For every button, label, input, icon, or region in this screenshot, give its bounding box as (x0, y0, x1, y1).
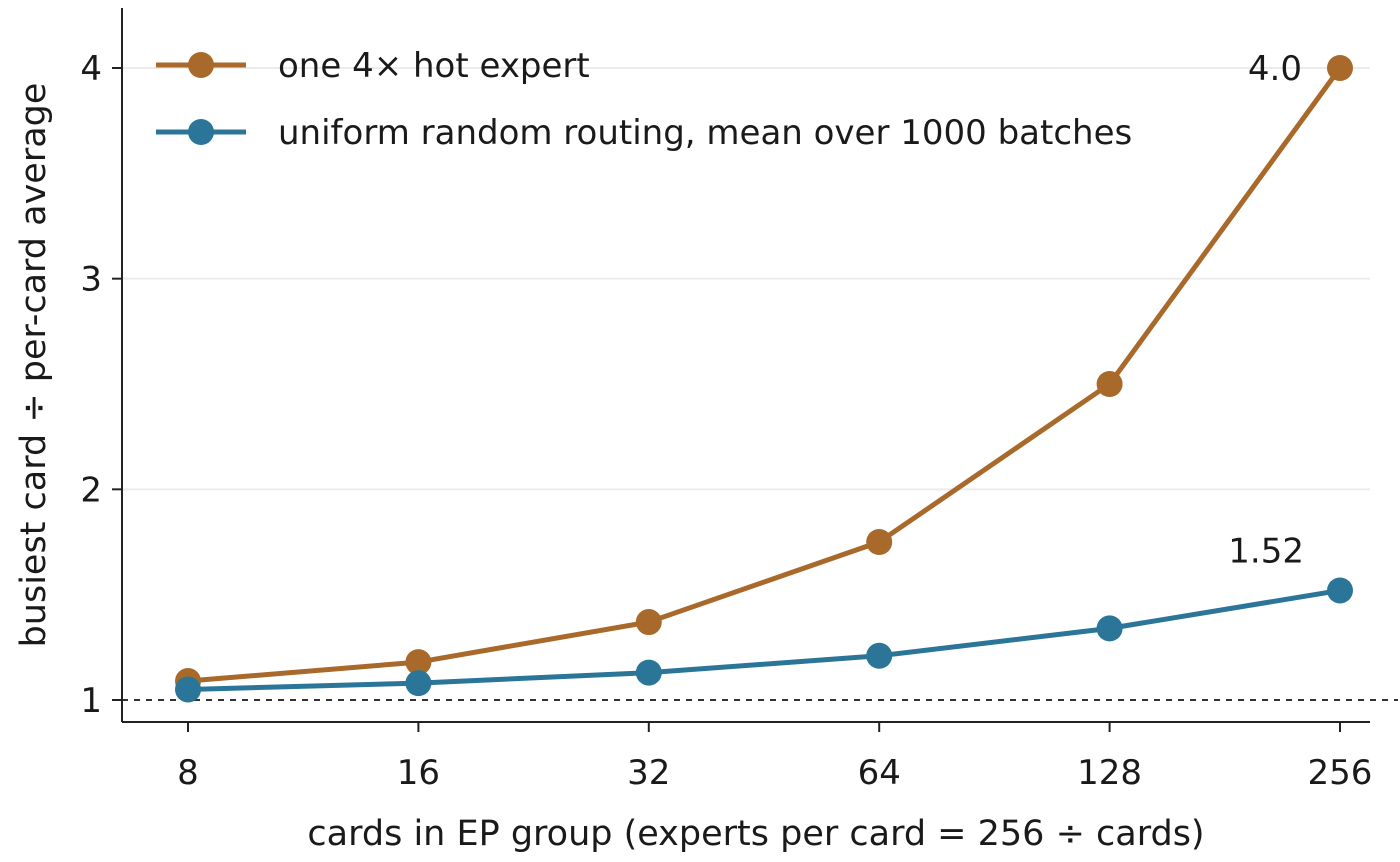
y-axis-ticks: 1 2 3 4 (80, 49, 122, 721)
series-line-hot-expert (187, 66, 1343, 684)
axes (121, 8, 1370, 723)
data-point-uniform-routing (1096, 615, 1123, 642)
y-tick-label: 1 (80, 681, 102, 721)
legend-marker-hot-expert (188, 52, 214, 78)
legend-marker-uniform-routing (188, 119, 214, 145)
data-point-uniform-routing (866, 642, 893, 669)
end-labels: 4.0 1.52 (1228, 49, 1304, 571)
x-axis-ticks: 8 16 32 64 128 256 (177, 722, 1372, 793)
x-tick-label: 32 (627, 753, 670, 793)
data-point-hot-expert (405, 649, 432, 676)
series-line-uniform-routing (187, 587, 1341, 692)
data-point-uniform-routing (175, 676, 201, 703)
data-point-hot-expert (1327, 55, 1353, 81)
data-point-hot-expert (635, 609, 662, 636)
grid-lines (122, 67, 1370, 491)
legend-label-hot-expert: one 4× hot expert (278, 46, 590, 86)
y-tick-label: 2 (80, 470, 102, 510)
end-label-uniform-routing: 1.52 (1228, 531, 1304, 571)
x-tick-label: 256 (1308, 753, 1373, 793)
x-tick-label: 16 (397, 753, 440, 793)
series (175, 55, 1353, 703)
data-point-hot-expert (1096, 371, 1123, 397)
end-label-hot-expert: 4.0 (1248, 49, 1302, 89)
data-point-hot-expert (866, 529, 893, 555)
x-tick-label: 8 (177, 753, 199, 793)
legend-label-uniform-routing: uniform random routing, mean over 1000 b… (278, 113, 1132, 153)
data-point-uniform-routing (1327, 577, 1353, 604)
y-tick-label: 4 (80, 49, 102, 89)
data-point-uniform-routing (635, 659, 662, 686)
y-axis-title: busiest card ÷ per-card average (14, 83, 54, 648)
x-tick-label: 128 (1077, 753, 1142, 793)
y-tick-label: 3 (80, 260, 102, 300)
data-point-uniform-routing (405, 670, 432, 697)
x-tick-label: 64 (858, 753, 901, 793)
legend: one 4× hot expert uniform random routing,… (156, 46, 1132, 153)
x-axis-title: cards in EP group (experts per card = 25… (307, 814, 1204, 854)
